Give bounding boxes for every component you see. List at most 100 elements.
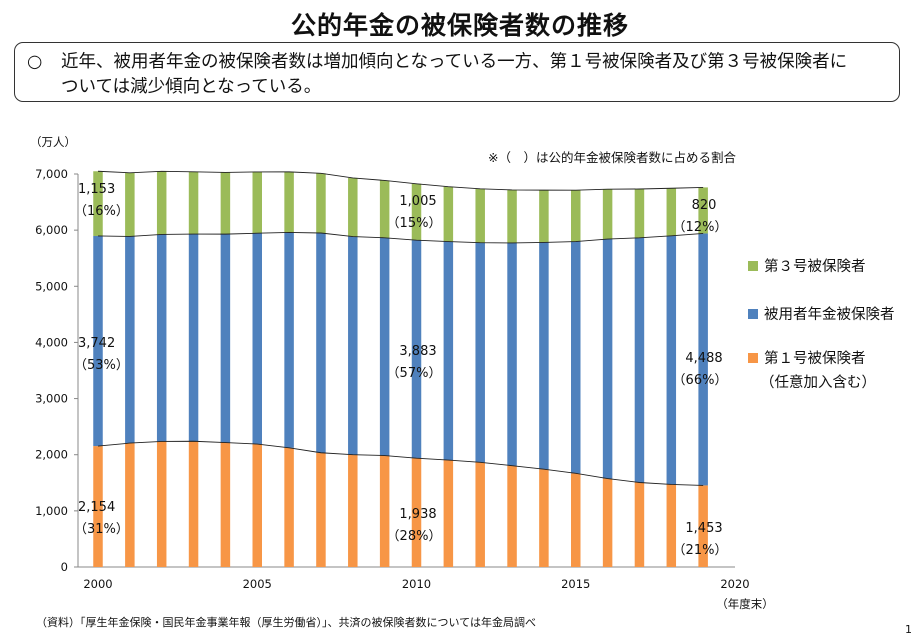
bar-1-2010 — [411, 240, 422, 459]
x-tick-label: 2010 — [402, 577, 431, 591]
data-label-value: 2,154 — [78, 500, 115, 515]
bar-2-2015 — [571, 190, 581, 242]
bar-0-2009 — [379, 455, 390, 567]
bar-0-2011 — [443, 460, 454, 567]
bar-2-2006 — [284, 171, 294, 233]
bar-2-2016 — [602, 189, 613, 240]
bar-2-2019 — [698, 187, 708, 234]
bar-0-2019 — [698, 485, 708, 567]
bar-2-2005 — [252, 171, 262, 234]
legend-label-1: 被用者年金被保険者 — [764, 306, 895, 323]
x-tick-label: 2015 — [561, 577, 590, 591]
y-tick-label: 3,000 — [35, 392, 68, 406]
page-number: 1 — [905, 623, 912, 636]
series-boundary-line-2 — [97, 170, 704, 191]
x-unit-label: （年度末） — [716, 597, 774, 611]
data-label-pct: （31%） — [74, 522, 129, 537]
bar-1-2016 — [602, 239, 613, 479]
bar-0-2018 — [666, 484, 677, 567]
legend-swatch-1 — [748, 309, 758, 319]
y-tick-label: 5,000 — [35, 279, 68, 293]
x-tick-label: 2000 — [83, 577, 112, 591]
y-tick-label: 6,000 — [35, 223, 68, 237]
bar-1-2013 — [507, 242, 517, 466]
bar-1-2000 — [93, 235, 103, 447]
bar-1-2018 — [666, 235, 677, 485]
y-unit-label: （万人） — [30, 135, 76, 149]
data-label-pct: （28%） — [387, 529, 442, 544]
bar-2-2007 — [316, 173, 326, 234]
data-label-value: 3,742 — [78, 336, 115, 351]
bar-1-2014 — [539, 242, 549, 470]
bar-2-2012 — [475, 188, 485, 243]
bar-0-2000 — [93, 446, 103, 567]
bar-0-2002 — [156, 441, 167, 567]
bar-1-2006 — [284, 232, 294, 448]
bar-1-2004 — [220, 234, 231, 443]
summary-line-1: 近年、被用者年金の被保険者数は増加傾向となっている一方、第１号被保険者及び第３号… — [61, 52, 848, 72]
y-tick-label: 2,000 — [35, 448, 68, 462]
data-label-value: 3,883 — [399, 344, 436, 359]
legend-swatch-0 — [748, 353, 758, 363]
data-label-value: 4,488 — [685, 351, 722, 366]
data-label-pct: （16%） — [74, 204, 129, 219]
bar-2-2001 — [125, 172, 135, 237]
bar-2-2003 — [188, 171, 199, 235]
summary-line-2: ついては減少傾向となっている。 — [61, 77, 322, 97]
bar-2-2011 — [443, 186, 454, 242]
data-label-value: 820 — [692, 198, 717, 213]
chart-note: ※（ ）は公的年金被保険者数に占める割合 — [488, 150, 736, 165]
bar-0-2001 — [125, 443, 135, 567]
data-label-value: 1,453 — [685, 521, 722, 536]
bar-0-2007 — [316, 452, 326, 567]
summary-box: ○ 近年、被用者年金の被保険者数は増加傾向となっている一方、第１号被保険者及び第３… — [14, 42, 900, 102]
bar-2-2010 — [411, 183, 422, 241]
bar-0-2015 — [571, 473, 581, 567]
series-boundary-line-1 — [97, 231, 704, 244]
bar-2-2014 — [539, 190, 549, 243]
data-label-pct: （21%） — [673, 543, 728, 558]
bar-0-2014 — [539, 469, 549, 567]
bar-2-2004 — [220, 172, 231, 235]
bar-0-2010 — [411, 458, 422, 567]
bar-1-2008 — [348, 236, 358, 455]
bar-2-2018 — [666, 188, 677, 236]
data-label-pct: （12%） — [673, 220, 728, 235]
bar-2-2009 — [379, 180, 390, 238]
bar-0-2003 — [188, 441, 199, 567]
x-tick-label: 2005 — [243, 577, 272, 591]
bar-1-2017 — [634, 237, 645, 483]
bar-0-2013 — [507, 465, 517, 567]
bar-0-2006 — [284, 447, 294, 567]
bar-0-2016 — [602, 478, 613, 567]
legend-swatch-2 — [748, 261, 758, 271]
data-label-value: 1,005 — [399, 194, 436, 209]
bar-0-2012 — [475, 462, 485, 567]
data-label-pct: （53%） — [74, 358, 129, 373]
y-tick-label: 1,000 — [35, 504, 68, 518]
data-label-pct: （66%） — [673, 373, 728, 388]
bar-1-2009 — [379, 237, 390, 456]
legend-label-0-line2: （任意加入含む） — [760, 373, 876, 391]
bar-1-2012 — [475, 242, 485, 463]
data-label-value: 1,153 — [78, 182, 115, 197]
bar-0-2008 — [348, 454, 358, 567]
data-label-value: 1,938 — [399, 507, 436, 522]
bar-2-2013 — [507, 189, 517, 243]
bar-2-2008 — [348, 177, 358, 237]
bar-0-2005 — [252, 444, 262, 567]
bar-1-2001 — [125, 236, 135, 444]
bar-1-2019 — [698, 233, 708, 486]
bar-0-2017 — [634, 482, 645, 567]
bar-1-2007 — [316, 233, 326, 453]
data-label-pct: （57%） — [387, 366, 442, 381]
bar-2-2002 — [156, 171, 167, 235]
y-tick-label: 4,000 — [35, 335, 68, 349]
bullet-icon: ○ — [27, 52, 43, 72]
bar-1-2015 — [571, 241, 581, 474]
bar-0-2004 — [220, 442, 231, 567]
data-label-pct: （15%） — [387, 216, 442, 231]
x-tick-label: 2020 — [720, 577, 749, 591]
y-tick-label: 7,000 — [35, 167, 68, 181]
